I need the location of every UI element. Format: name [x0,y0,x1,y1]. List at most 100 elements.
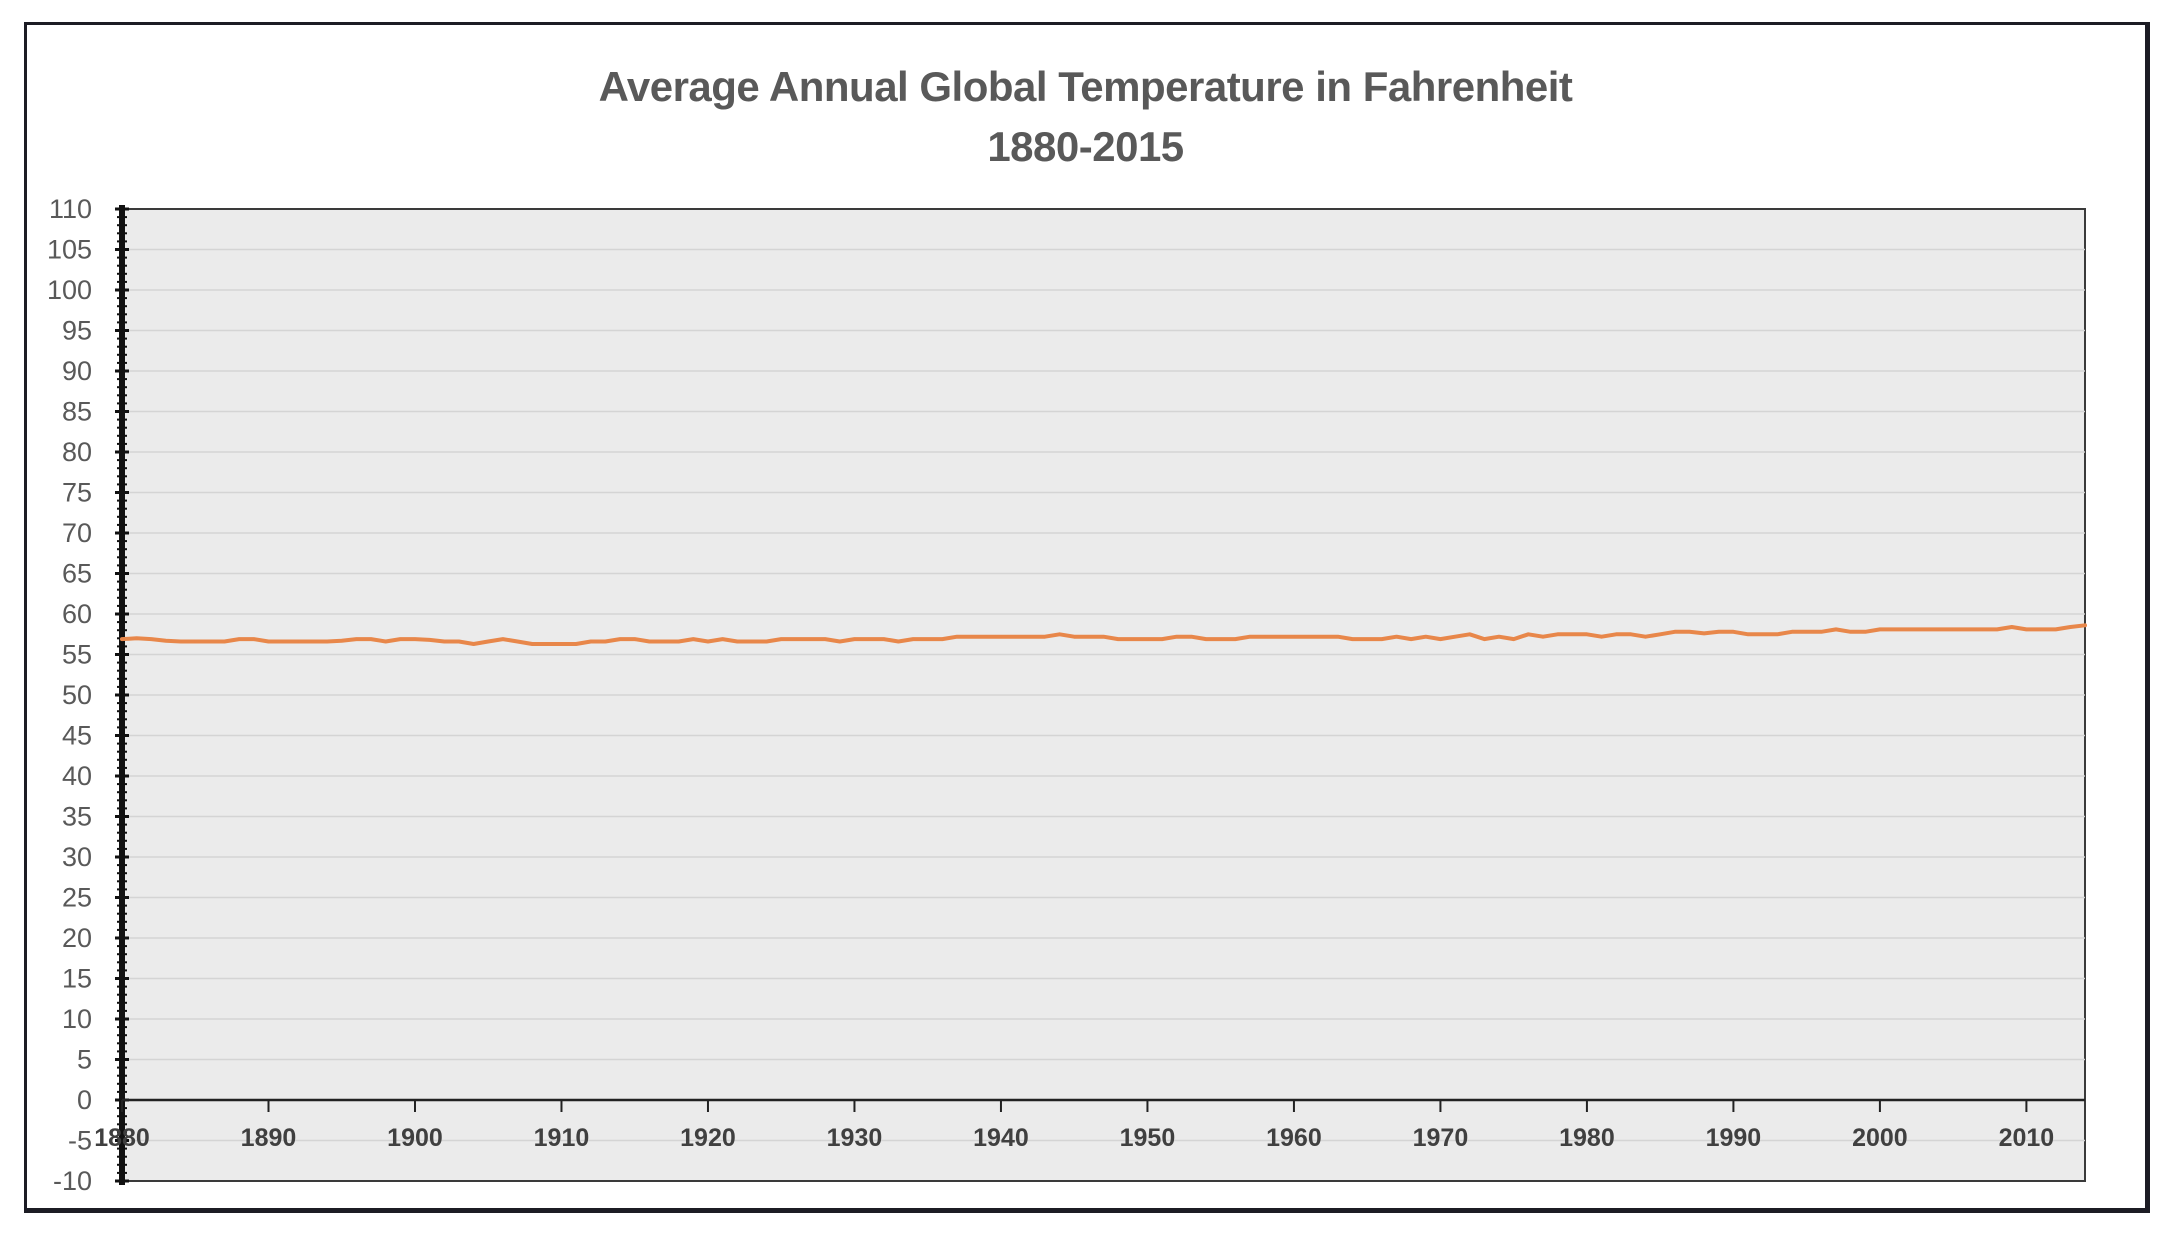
data-point [795,638,797,640]
data-point [985,635,987,637]
data-point [516,640,518,642]
data-point [311,640,313,642]
data-point [1425,635,1427,637]
data-point [1644,635,1646,637]
data-point [590,640,592,642]
x-tick-label: 1900 [387,1124,443,1152]
data-point [1102,635,1104,637]
data-point [1146,638,1148,640]
y-tick-label: 40 [62,761,92,791]
data-point [135,637,137,639]
x-tick-label: 1960 [1266,1124,1322,1152]
data-point [1586,633,1588,635]
data-point [1937,628,1939,630]
data-point [121,638,123,640]
data-point [414,638,416,640]
x-tick-label: 2000 [1852,1124,1908,1152]
data-point [1000,635,1002,637]
data-point [1249,635,1251,637]
data-point [912,638,914,640]
data-point [1659,633,1661,635]
data-point [458,640,460,642]
x-tick-label: 1930 [827,1124,883,1152]
data-point [677,640,679,642]
data-point [1117,638,1119,640]
data-point [1776,633,1778,635]
data-point [736,640,738,642]
data-point [824,638,826,640]
data-point [1088,635,1090,637]
data-point [1718,631,1720,633]
data-point [253,638,255,640]
data-point [1791,631,1793,633]
x-tick-label: 1890 [241,1124,297,1152]
data-point [1512,638,1514,640]
y-tick-label: 90 [62,356,92,386]
y-tick-label: 30 [62,842,92,872]
data-point [297,640,299,642]
data-point [1278,635,1280,637]
data-point [1835,628,1837,630]
data-point [956,635,958,637]
y-tick-label: 45 [62,721,92,751]
data-point [487,640,489,642]
x-tick-label: 1950 [1120,1124,1176,1152]
data-point [1219,638,1221,640]
data-point [1410,638,1412,640]
data-point [897,640,899,642]
x-tick-label: 1970 [1413,1124,1469,1152]
data-point [575,643,577,645]
chart-title-line-2: 1880-2015 [987,123,1184,170]
data-point [1132,638,1134,640]
data-point [619,638,621,640]
y-tick-label: 15 [62,964,92,994]
data-point [780,638,782,640]
y-tick-label: 95 [62,316,92,346]
y-tick-label: 10 [62,1004,92,1034]
data-point [1542,635,1544,637]
data-point [326,640,328,642]
y-tick-label: 60 [62,599,92,629]
data-point [150,638,152,640]
data-point [2011,626,2013,628]
data-point [839,640,841,642]
data-point [165,640,167,642]
x-tick-label: 1940 [973,1124,1029,1152]
data-point [1293,635,1295,637]
x-tick-label: 1980 [1559,1124,1615,1152]
x-tick-label: 1990 [1706,1124,1762,1152]
x-tick-label: 1920 [680,1124,736,1152]
series-line-0 [120,623,2087,646]
data-point [692,638,694,640]
data-point [2069,626,2071,628]
data-point [1967,628,1969,630]
data-point [2055,628,2057,630]
data-point [472,643,474,645]
data-point [1381,638,1383,640]
data-point [1234,638,1236,640]
y-tick-label: 50 [62,680,92,710]
data-point [546,643,548,645]
data-point [1615,633,1617,635]
data-point [1879,628,1881,630]
data-point [1805,631,1807,633]
data-point [1600,635,1602,637]
data-point [1571,633,1573,635]
data-point [1849,631,1851,633]
data-point [267,640,269,642]
data-point [927,638,929,640]
data-point [282,640,284,642]
y-tick-label: 110 [49,194,92,224]
data-point [1674,631,1676,633]
y-tick-label: 70 [62,518,92,548]
data-point [384,640,386,642]
data-point [1454,635,1456,637]
y-tick-label: 100 [47,275,92,305]
data-point [1923,628,1925,630]
data-point [1688,631,1690,633]
data-point [604,640,606,642]
data-point [399,638,401,640]
data-point [428,639,430,641]
chart-title: Average Annual Global Temperature in Fah… [0,57,2171,177]
